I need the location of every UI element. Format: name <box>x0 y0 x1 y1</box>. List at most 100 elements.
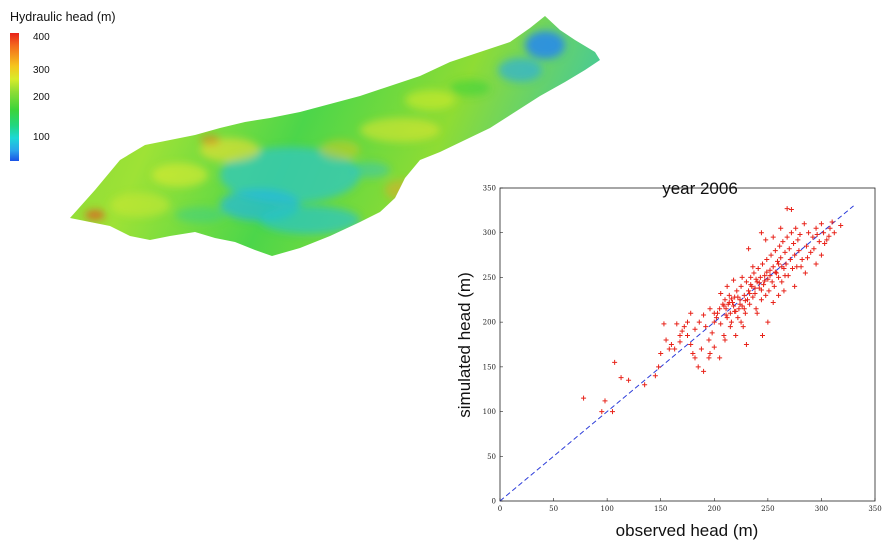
data-point <box>726 299 732 305</box>
data-point <box>760 261 765 267</box>
data-point <box>742 310 748 316</box>
y-tick-label: 300 <box>483 229 496 237</box>
data-point <box>652 373 658 379</box>
data-point <box>741 306 747 312</box>
data-point <box>718 291 724 297</box>
data-point <box>642 382 648 388</box>
data-point <box>695 364 701 370</box>
data-point <box>626 377 632 383</box>
data-point <box>722 297 728 303</box>
data-point <box>731 303 737 309</box>
y-tick-label: 50 <box>487 453 496 461</box>
data-point <box>757 274 763 280</box>
legend-title: Hydraulic head (m) <box>10 10 116 24</box>
data-point <box>723 306 729 312</box>
data-point <box>711 319 717 325</box>
data-point <box>754 310 760 316</box>
data-point <box>829 219 835 225</box>
data-point <box>778 225 784 231</box>
data-point <box>813 225 819 231</box>
y-tick-label: 200 <box>483 319 496 327</box>
data-point <box>692 355 698 361</box>
data-point <box>701 368 707 374</box>
data-point <box>677 339 683 345</box>
data-point <box>748 274 754 280</box>
data-point <box>707 306 713 312</box>
data-point <box>707 350 713 356</box>
data-point <box>806 230 812 236</box>
data-point <box>769 279 775 285</box>
data-point <box>782 273 788 279</box>
data-point <box>803 243 809 249</box>
data-point <box>775 258 780 264</box>
data-point <box>811 246 817 252</box>
y-tick-label: 250 <box>483 274 496 282</box>
data-point <box>717 306 723 312</box>
data-point <box>741 292 747 298</box>
data-point <box>709 330 715 336</box>
data-point <box>677 333 683 339</box>
data-point <box>738 319 744 325</box>
x-axis-label: observed head (m) <box>616 521 759 540</box>
y-ticks: 0 50 100 150 200 250 300 350 <box>483 185 503 506</box>
data-point <box>706 355 712 361</box>
data-point <box>762 273 768 279</box>
data-point <box>735 294 741 300</box>
scatter-chart: 0 50 100 150 200 250 300 350 0 50 100 150 200 250 300… <box>455 179 882 540</box>
data-point <box>740 324 746 330</box>
data-point <box>826 233 832 239</box>
y-axis-label: simulated head (m) <box>455 272 474 418</box>
data-point <box>753 276 759 282</box>
data-point <box>770 299 776 305</box>
data-point <box>727 324 733 330</box>
data-point <box>681 324 687 330</box>
data-point <box>763 292 769 298</box>
y-tick-label: 350 <box>483 185 496 193</box>
data-point <box>805 255 810 261</box>
y-tick-label: 150 <box>483 363 496 371</box>
data-point <box>728 319 734 325</box>
data-point <box>767 273 773 279</box>
data-point <box>752 285 758 291</box>
data-point <box>773 270 779 276</box>
data-point <box>618 375 624 381</box>
data-point <box>818 221 824 227</box>
data-point <box>801 221 807 227</box>
data-point <box>760 333 765 339</box>
data-point <box>696 319 702 325</box>
colorbar-label-300: 300 <box>33 65 50 76</box>
data-point <box>778 255 784 261</box>
data-point <box>772 248 778 254</box>
data-point <box>736 306 742 312</box>
data-points <box>581 206 844 415</box>
data-point <box>721 303 727 309</box>
x-tick-label: 250 <box>761 505 774 513</box>
data-point <box>793 225 799 231</box>
data-point <box>813 261 819 267</box>
data-point <box>758 230 764 236</box>
data-point <box>728 296 734 302</box>
data-point <box>788 206 794 212</box>
colorbar-label-200: 200 <box>33 92 50 103</box>
x-tick-label: 200 <box>708 505 721 513</box>
data-point <box>674 321 680 327</box>
data-point <box>792 252 798 258</box>
data-point <box>765 276 771 282</box>
data-point <box>782 249 788 255</box>
data-point <box>784 206 790 212</box>
data-point <box>783 261 789 267</box>
data-point <box>663 337 669 343</box>
data-point <box>798 264 804 270</box>
data-point <box>668 342 674 347</box>
data-point <box>713 315 719 321</box>
data-point <box>717 355 723 361</box>
data-point <box>761 282 767 288</box>
data-point <box>746 246 752 252</box>
data-point <box>772 269 778 275</box>
data-point <box>795 237 801 243</box>
data-point <box>599 409 605 415</box>
data-point <box>827 225 833 231</box>
data-point <box>718 321 724 327</box>
data-point <box>776 274 782 280</box>
data-point <box>685 333 690 339</box>
